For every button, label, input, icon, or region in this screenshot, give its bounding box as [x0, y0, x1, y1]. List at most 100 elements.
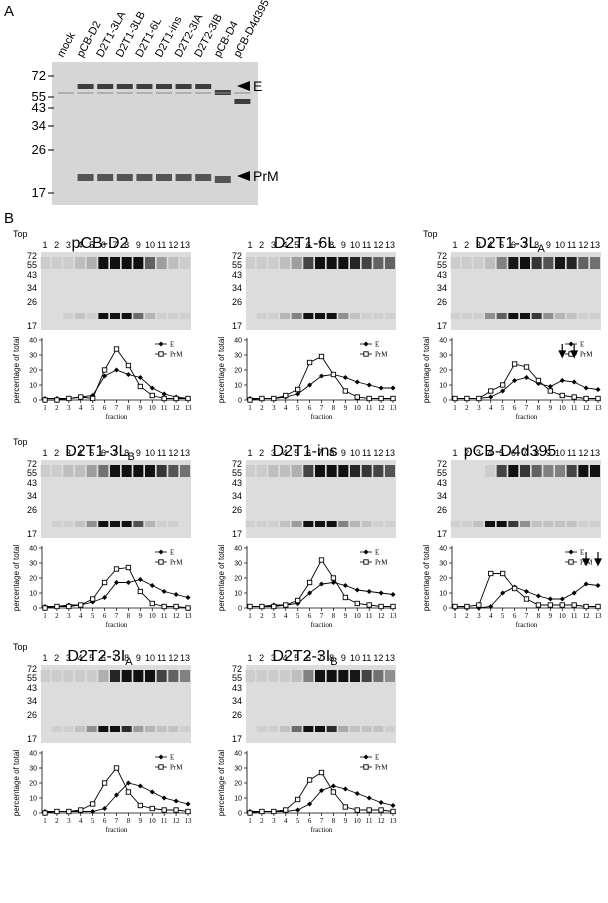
gel-band-prm — [86, 726, 97, 732]
data-point — [125, 362, 132, 369]
y-axis-label: percentage of total — [12, 545, 21, 611]
x-tick-label: 2 — [55, 404, 59, 412]
data-point — [330, 371, 337, 378]
y-axis-label: percentage of total — [422, 545, 431, 611]
gel-band-e — [326, 670, 337, 682]
x-tick-label: 11 — [366, 612, 373, 620]
data-point — [511, 585, 518, 592]
gel-lane-label: 1 — [42, 448, 47, 458]
data-point — [173, 592, 179, 597]
mw-label: 72 — [27, 459, 37, 469]
gel-band-prm — [531, 313, 542, 319]
legend-label: E — [580, 549, 584, 557]
data-point — [173, 395, 179, 402]
gel-band-prm — [373, 726, 384, 732]
mw-label: 26 — [232, 505, 242, 515]
gel-band-prm — [98, 313, 109, 319]
gel-band — [97, 174, 114, 181]
data-point — [185, 801, 191, 807]
x-tick-label: 9 — [344, 404, 348, 412]
data-point — [113, 566, 120, 572]
data-point — [306, 359, 313, 366]
gel-band — [77, 174, 94, 181]
gel-band-e — [121, 670, 132, 682]
gel-band-prm — [315, 726, 325, 732]
data-point — [342, 804, 348, 810]
gel-band-prm — [180, 313, 190, 319]
gel-band-e — [485, 257, 495, 269]
data-point — [161, 395, 167, 402]
x-tick-label: 4 — [79, 612, 83, 620]
gel-band — [97, 84, 114, 89]
gel-top-label: Top — [13, 642, 28, 652]
gel-band-e — [280, 670, 290, 682]
gel-lane-label: 5 — [294, 653, 299, 663]
data-point — [283, 392, 289, 399]
data-point — [125, 780, 131, 786]
data-point — [378, 395, 384, 402]
chart-title: D2T1-ins — [273, 443, 338, 460]
gel-band — [136, 84, 153, 89]
chart-title: D2T1-3LA — [475, 235, 545, 255]
data-point — [90, 596, 96, 602]
gel-band-e — [303, 257, 314, 269]
gel-band-prm — [168, 521, 179, 527]
gel-lane-label: 6 — [101, 240, 106, 250]
data-point — [595, 387, 601, 392]
gel-lane-label: 13 — [590, 448, 600, 458]
x-tick-label: 8 — [332, 612, 336, 620]
gel-lane-label: 8 — [329, 448, 334, 458]
gel-lane-label: 1 — [42, 653, 47, 663]
gel-lane-label: 11 — [157, 240, 166, 250]
data-point — [378, 603, 384, 610]
data-point — [161, 807, 167, 813]
x-axis-label: fraction — [516, 621, 538, 629]
gel-band-e — [350, 257, 360, 269]
data-point — [547, 388, 553, 394]
gel-band-prm — [350, 521, 360, 527]
gel-band — [214, 92, 231, 94]
data-point — [342, 375, 348, 380]
x-tick-label: 13 — [595, 612, 603, 620]
data-point — [114, 792, 119, 798]
y-tick-label: 10 — [29, 591, 37, 598]
gel-band-prm — [180, 726, 190, 732]
gel-band-e — [385, 465, 395, 477]
chart-title: pCB-D2 — [72, 235, 129, 252]
data-point — [535, 602, 542, 608]
y-tick-label: 10 — [29, 796, 37, 803]
x-tick-label: 11 — [366, 817, 373, 825]
x-axis-label: fraction — [311, 826, 333, 834]
gel-lane-label: 4 — [487, 240, 492, 250]
annotation-arrow — [558, 344, 567, 359]
gel-band-e — [338, 465, 349, 477]
gel-band-prm — [63, 726, 74, 732]
gel-band-prm — [520, 521, 530, 527]
x-axis-label: fraction — [106, 621, 128, 629]
data-point — [452, 603, 458, 610]
gel-band-e — [555, 465, 565, 477]
data-point — [342, 594, 348, 601]
data-point — [125, 372, 131, 377]
legend-label: E — [170, 754, 174, 762]
gel-band-prm — [578, 521, 589, 527]
mw-label: 26 — [437, 297, 447, 307]
y-tick-label: 20 — [234, 576, 242, 583]
gel-band-e — [461, 257, 472, 269]
y-tick-label: 40 — [234, 751, 242, 758]
data-point — [511, 361, 518, 367]
gel-band-e — [98, 257, 109, 269]
gel-band-prm — [338, 521, 349, 527]
gel-band-e — [315, 257, 325, 269]
gel-band-e — [121, 465, 132, 477]
band-label: E — [253, 78, 262, 94]
gel-band-prm — [361, 521, 372, 527]
gel-band-prm — [543, 313, 554, 319]
x-tick-label: 10 — [149, 404, 157, 412]
data-point — [366, 382, 372, 388]
gel-band-prm — [303, 521, 314, 527]
gel-band-e — [63, 257, 74, 269]
data-point — [137, 375, 143, 380]
data-point — [354, 379, 360, 385]
